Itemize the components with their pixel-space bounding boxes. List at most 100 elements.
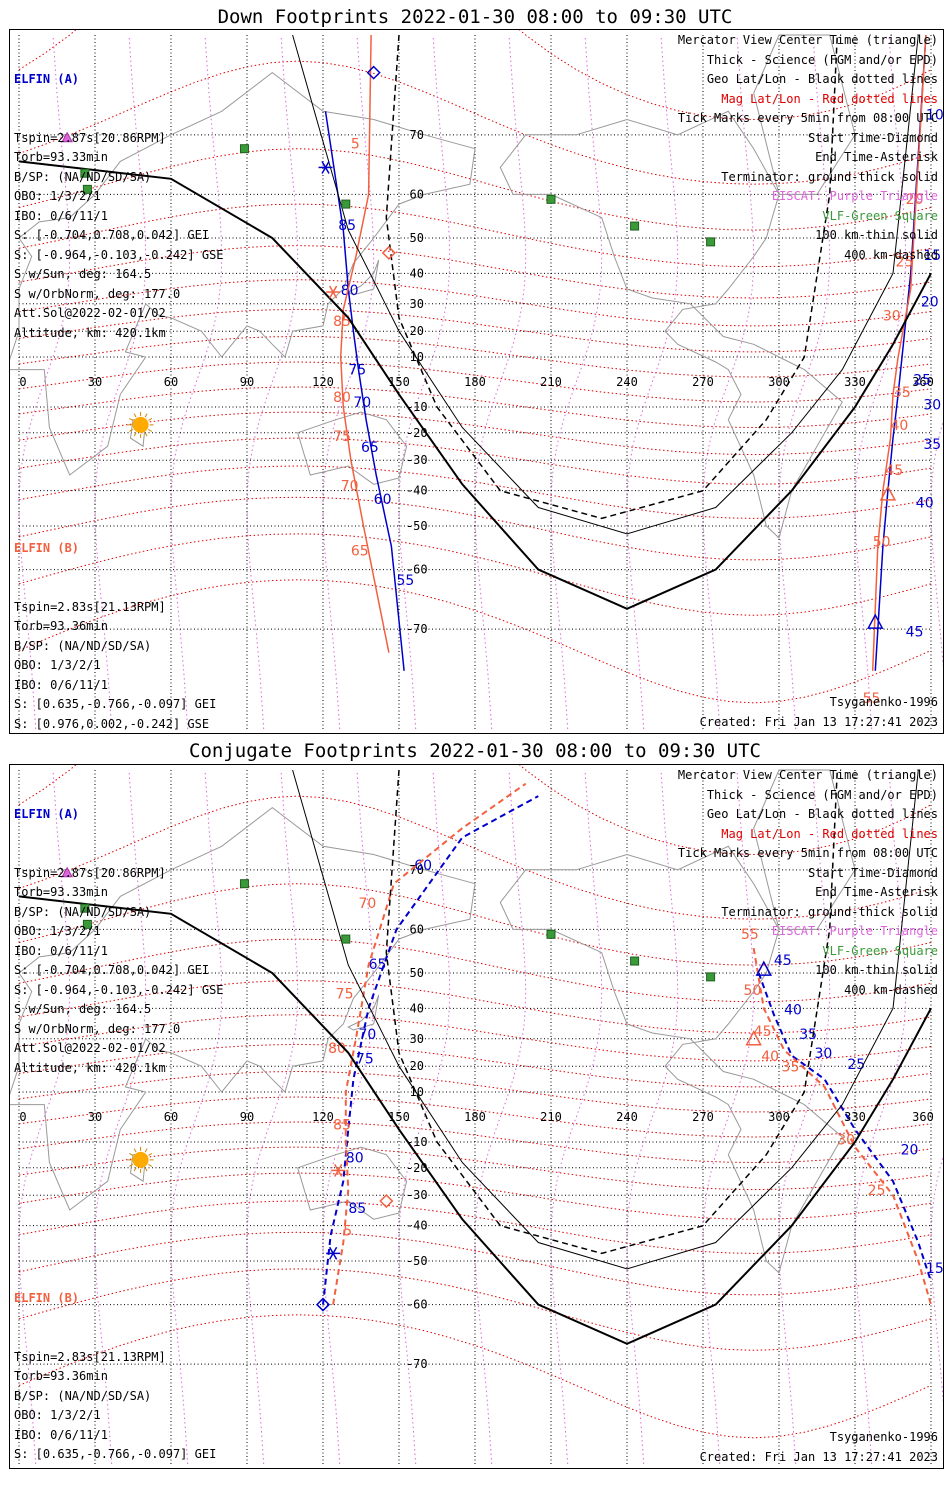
track-tick-label: 70: [358, 1027, 376, 1043]
sun-icon: [127, 411, 154, 438]
mag-lon-line: [626, 769, 679, 1465]
track-tick-label: 25: [847, 1057, 865, 1073]
lon-tick-label: 270: [692, 1110, 714, 1124]
track-elfin-b-: [332, 782, 527, 1305]
lat-tick-label: -70: [406, 622, 428, 636]
elfin-b-params: Tspin=2.83s[21.13RPM] Torb=93.36min B/SP: …: [14, 598, 216, 731]
panel-title-down: Down Footprints 2022-01-30 08:00 to 09:3…: [217, 6, 733, 28]
footprint-map-conjugate: 0 30 60 90 120 150 180 210 240 270 300 330 360706050…: [10, 765, 943, 1465]
sun-disc: [132, 416, 149, 433]
track-tick-label: 30: [883, 309, 901, 325]
legend-entry: EISCAT: Purple Triangle: [771, 924, 938, 938]
info-line: S: [0.976,0.002,-0.242] GSE: [14, 1465, 216, 1469]
info-line: S w/OrbNorm, deg: 177.0: [14, 1021, 181, 1036]
mag-lon-line: [170, 34, 223, 730]
end-asterisk: [318, 160, 333, 174]
sun-ray: [133, 1167, 137, 1172]
elfin-a-label: ELFIN (A): [14, 807, 80, 821]
info-line: Torb=93.33min: [14, 150, 108, 164]
info-line: OBO: 1/3/2/1: [14, 658, 101, 672]
lat-tick-label: -60: [406, 1298, 428, 1312]
coastlines: [10, 769, 856, 1274]
legend-entry: Geo Lat/Lon - Black dotted lines: [706, 807, 938, 821]
info-line: S w/Sun, deg: 164.5: [14, 1002, 152, 1016]
track-tick-label: 85: [348, 1201, 366, 1217]
center-triangle: [879, 485, 897, 501]
mag-lon-line: [170, 769, 223, 1465]
track-tick-label: 5: [351, 137, 360, 153]
track-elfin-a-: [874, 34, 927, 671]
legend-down: Mercator View Center Time (triangle) Thic…: [678, 31, 938, 265]
lon-tick-label: 210: [540, 1110, 562, 1124]
track-terminator-ground: [18, 895, 932, 1345]
mag-lon-line: [246, 34, 299, 730]
mag-lon-line: [474, 34, 527, 730]
track-tick-label: 50: [744, 983, 762, 999]
end-asterisk: [326, 285, 341, 299]
center-triangle: [745, 1030, 762, 1046]
track-tick-label: 15: [923, 248, 941, 264]
track-tick-label: 40: [916, 496, 934, 512]
lat-tick-label: -10: [406, 1135, 428, 1149]
elfin-a-info-down: ELFIN (A) Tspin=2.87s[20.86RPM] Torb=93.3…: [14, 31, 224, 340]
info-line: IBO: 0/6/11/1: [14, 943, 108, 958]
map-grid: [18, 30, 943, 730]
lat-tick-label: -50: [406, 519, 428, 533]
legend-entry: Mag Lat/Lon - Red dotted lines: [721, 91, 938, 106]
track-tick-label: 30: [837, 1133, 855, 1149]
lat-tick-label: 30: [410, 297, 424, 311]
vlf-site: [706, 237, 716, 247]
track-tick-label: 5: [343, 1224, 352, 1240]
vlf-site: [82, 919, 92, 929]
track-terminator-100-km: [292, 769, 919, 1270]
track-tick-label: 55: [396, 573, 414, 589]
track-tick-label: 40: [761, 1049, 779, 1065]
info-line: S: [0.976,0.002,-0.242] GSE: [14, 716, 210, 731]
asterisk-stroke: [334, 1163, 343, 1177]
elfin-b-label: ELFIN (B): [14, 541, 80, 555]
track-elfin-b-: [339, 34, 390, 653]
lon-tick-label: 90: [240, 375, 254, 389]
mag-lon-line: [18, 769, 71, 1465]
mag-lon-line: [18, 34, 71, 730]
sun-ray: [133, 432, 137, 437]
sun-icon: [127, 1146, 154, 1173]
end-asterisk: [331, 1163, 346, 1177]
sun-ray: [129, 1152, 134, 1156]
info-line: Torb=93.36min: [14, 619, 108, 633]
mag-lat-line: [18, 1231, 932, 1296]
coastline: [347, 994, 380, 1031]
sun-ray: [129, 1163, 134, 1167]
asterisk-stroke: [328, 285, 338, 299]
created-timestamp: Created: Fri Jan 13 17:27:41 2023: [699, 715, 938, 729]
lat-tick-label: 40: [410, 266, 424, 280]
track-tick-label: 45: [885, 463, 903, 479]
elfin-a-label: ELFIN (A): [14, 72, 80, 86]
map-panel-down: 0 30 60 90 120 150 180 210 240 270 300 330 360 70 60 50…: [9, 29, 944, 734]
vlf-site: [706, 972, 716, 982]
legend-entry: Thick - Science (FGM and/or EPD): [706, 52, 938, 67]
elfin-b-label: ELFIN (B): [14, 1291, 80, 1305]
coastline: [10, 806, 476, 1211]
mag-lat-line: [18, 1200, 932, 1254]
info-line: OBO: 1/3/2/1: [14, 924, 101, 938]
model-label: Tsyganenko-1996: [829, 1430, 938, 1444]
legend-entry: Terminator: ground-thick solid: [721, 904, 938, 919]
track-tick-label: 25: [868, 1183, 886, 1199]
info-line: S: [0.635,-0.766,-0.097] GEI: [14, 1447, 217, 1461]
coastline: [499, 845, 843, 1274]
lat-tick-label: -20: [406, 1161, 428, 1175]
track-tick-label: 40: [890, 418, 908, 434]
sun-ray: [144, 1148, 148, 1153]
track-tick-label: 65: [351, 543, 369, 559]
track-elfin-b-: [752, 948, 932, 1305]
elfin-a-info-conjugate: ELFIN (A) Tspin=2.87s[20.86RPM] Torb=93.3…: [14, 766, 224, 1075]
lon-tick-label: 60: [164, 375, 178, 389]
lat-tick-label: -40: [406, 484, 428, 498]
start-diamond: [381, 245, 396, 260]
vlf-site: [546, 194, 556, 204]
track-tick-label: 20: [906, 192, 924, 208]
legend-entry: 400 km-dashed: [844, 247, 938, 262]
lat-tick-label: -20: [406, 426, 428, 440]
lon-tick-label: 300: [768, 375, 790, 389]
